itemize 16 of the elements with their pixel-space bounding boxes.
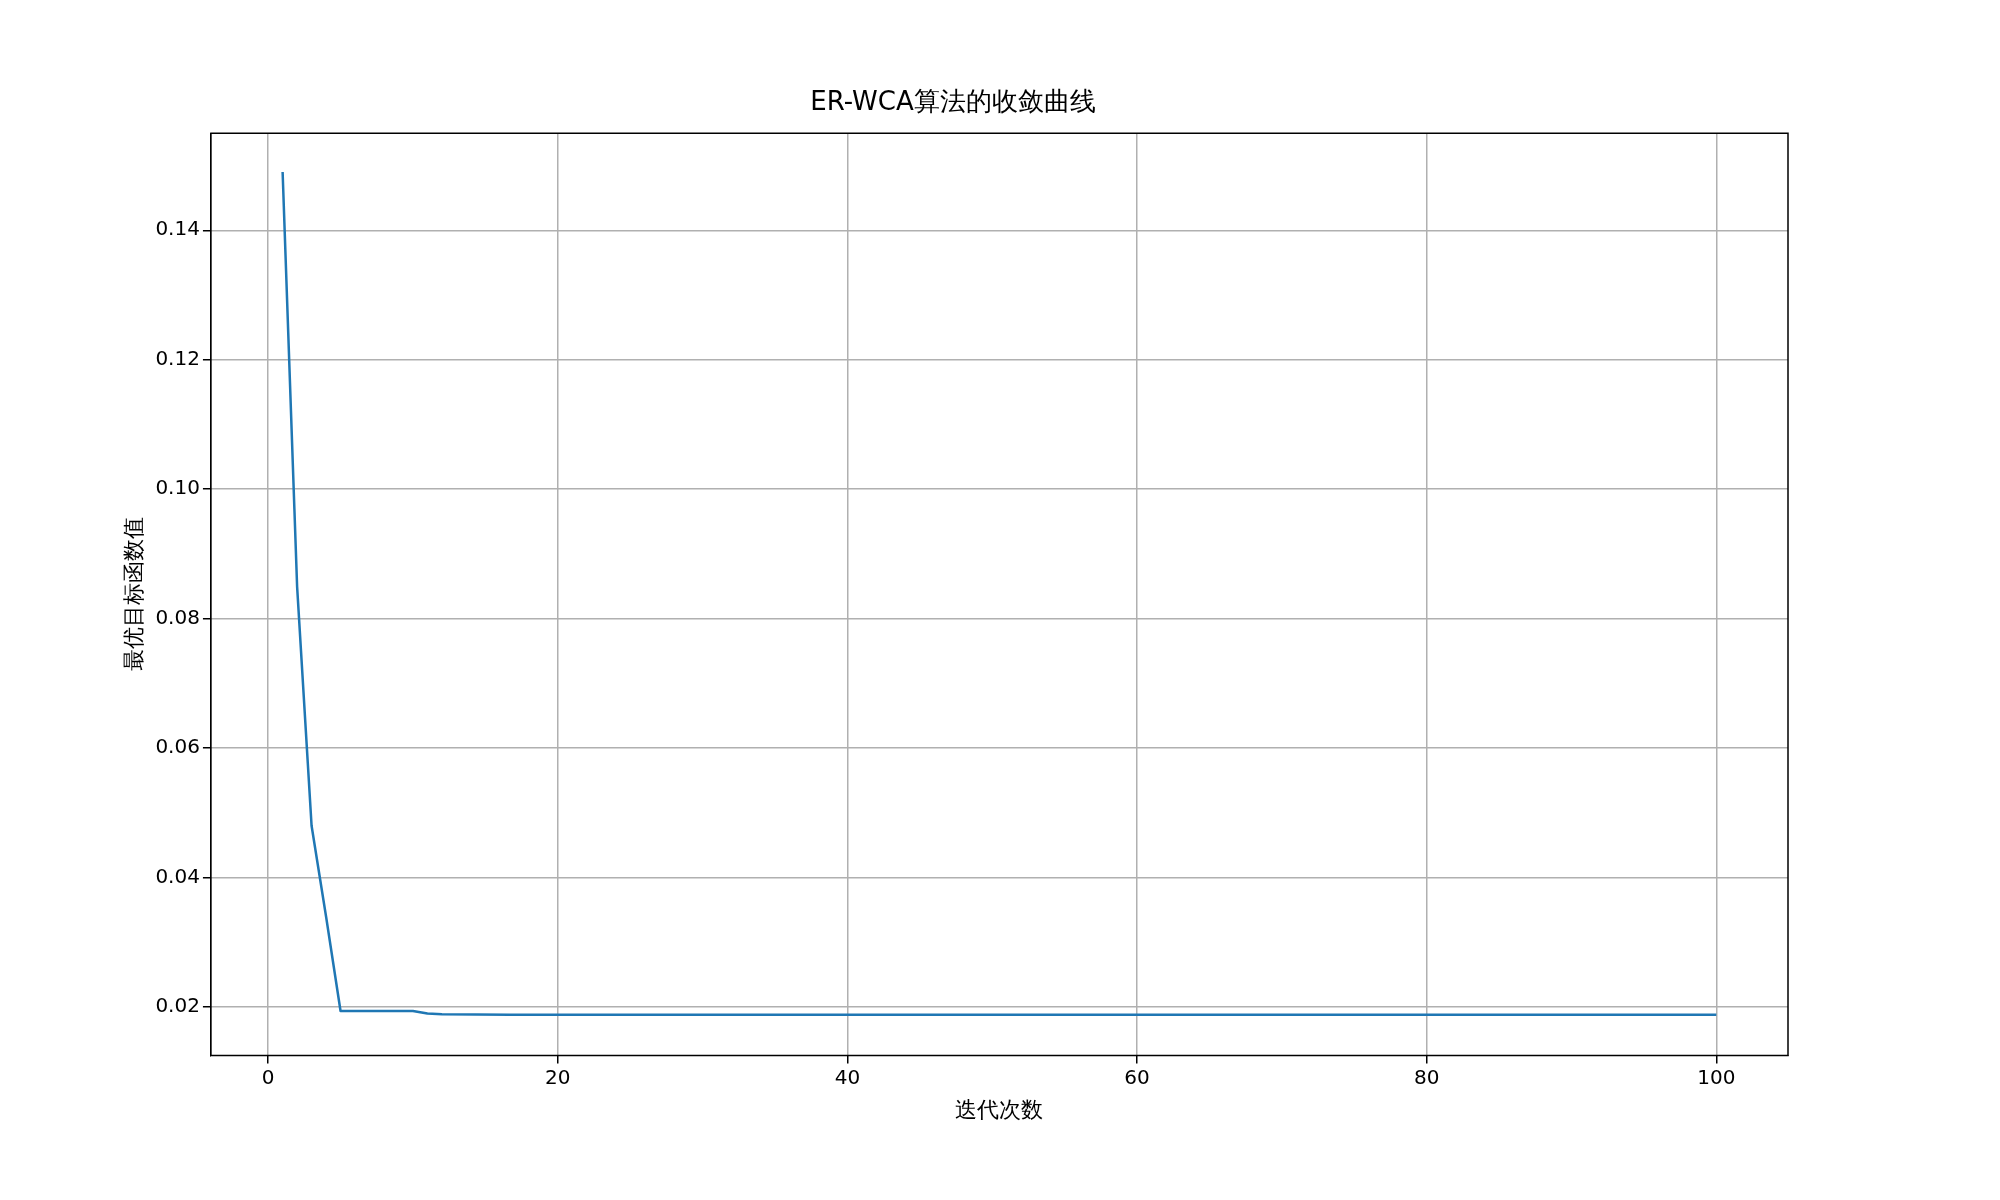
y-tick-label: 0.14 xyxy=(155,216,200,241)
x-tick-label: 100 xyxy=(1697,1064,1736,1089)
y-tick-label: 0.10 xyxy=(155,475,200,500)
x-tick-label: 20 xyxy=(545,1064,571,1089)
x-axis-title: 迭代次数 xyxy=(955,1096,1044,1122)
x-tick-label: 80 xyxy=(1413,1064,1440,1089)
y-tick-label: 0.12 xyxy=(155,345,200,370)
y-tick-label: 0.06 xyxy=(155,734,200,759)
y-axis-title: 最优目标函数值 xyxy=(120,517,146,672)
chart-title: ER-WCA算法的收敛曲线 xyxy=(810,86,1096,117)
y-tick-label: 0.04 xyxy=(155,863,200,888)
x-tick-label: 60 xyxy=(1124,1064,1150,1089)
y-tick-label: 0.02 xyxy=(155,993,200,1018)
x-tick-label: 0 xyxy=(261,1064,275,1089)
y-tick-label: 0.08 xyxy=(155,604,200,629)
x-tick-label: 40 xyxy=(834,1064,861,1089)
